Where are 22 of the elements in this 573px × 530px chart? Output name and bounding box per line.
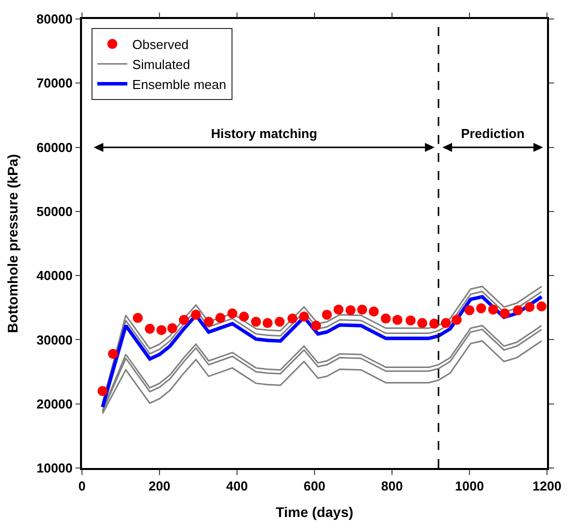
x-tick-label: 1000 xyxy=(455,478,484,494)
x-tick-label: 800 xyxy=(381,478,403,494)
y-axis-title: Bottomhole pressure (kPa) xyxy=(4,154,21,333)
x-tick-label: 400 xyxy=(226,478,248,494)
legend-label: Simulated xyxy=(132,56,190,72)
y-tick-label: 30000 xyxy=(36,332,73,348)
y-tick-label: 20000 xyxy=(36,396,73,412)
y-tick-label: 70000 xyxy=(36,76,73,91)
annotation: Prediction xyxy=(461,126,525,141)
y-tick-label: 50000 xyxy=(36,204,73,219)
legend-label: Ensemble mean xyxy=(132,76,226,92)
x-tick-label: 1200 xyxy=(532,478,562,494)
x-tick-label: 200 xyxy=(148,478,170,494)
y-tick-label: 10000 xyxy=(36,460,73,476)
annotation: History matching xyxy=(211,126,318,141)
x-axis-title: Time (days) xyxy=(276,504,354,520)
legend-label: Observed xyxy=(132,37,189,52)
y-tick-label: 60000 xyxy=(36,140,73,155)
x-tick-label: 0 xyxy=(78,478,86,494)
y-tick-label: 40000 xyxy=(36,268,73,284)
x-tick-label: 600 xyxy=(304,478,326,494)
y-tick-label: 80000 xyxy=(36,12,73,27)
